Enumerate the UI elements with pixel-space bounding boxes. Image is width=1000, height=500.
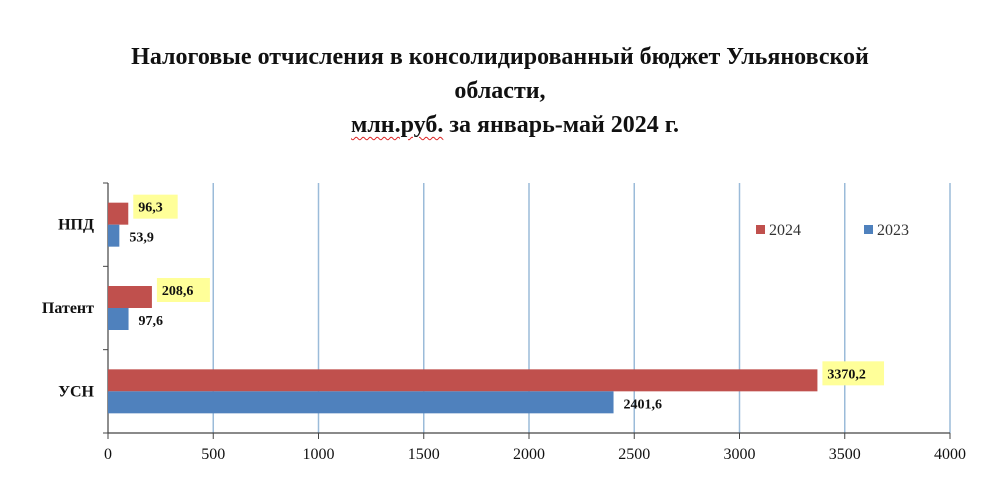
- data-label-2023: 53,9: [129, 231, 154, 246]
- x-tick-label: 1000: [303, 446, 335, 463]
- axes: 0 500 1000 1500 2000 2500 3000 3500 4000 НПД Патен…: [42, 182, 966, 463]
- bar-2024-2: [108, 369, 818, 392]
- bar-2023-1: [108, 308, 129, 330]
- bar-2024-1: [108, 286, 152, 308]
- legend: 2024 2023: [756, 222, 909, 239]
- bars: [108, 202, 818, 414]
- legend-label-2024: 2024: [769, 222, 801, 239]
- x-tick-label: 4000: [934, 446, 966, 463]
- legend-swatch-2024: [756, 225, 765, 234]
- x-tick-label: 2500: [618, 446, 650, 463]
- data-label-2024: 96,3: [138, 201, 163, 216]
- x-tick-label: 3500: [829, 446, 861, 463]
- data-label-2024: 208,6: [162, 284, 194, 299]
- x-tick-label: 1500: [408, 446, 440, 463]
- category-label: НПД: [58, 217, 94, 234]
- data-label-highlight: [822, 361, 885, 386]
- title-unit: млн.руб.: [350, 112, 444, 138]
- title-line-3: млн.руб. за январь-май 2024 г.: [0, 108, 1000, 142]
- x-tick-label: 0: [104, 446, 112, 463]
- title-period: за январь-май 2024 г.: [443, 112, 679, 138]
- data-label-2024: 3370,2: [827, 367, 866, 382]
- data-label-highlight: [133, 194, 178, 219]
- title-line-2: области,: [454, 78, 546, 104]
- x-tick-label: 3000: [724, 446, 756, 463]
- data-label-2023: 97,6: [139, 314, 164, 329]
- x-tick-label: 500: [201, 446, 225, 463]
- x-tick-label: 2000: [513, 446, 545, 463]
- chart-title: Налоговые отчисления в консолидированный…: [0, 40, 1000, 142]
- category-label: Патент: [42, 300, 94, 317]
- title-line-1: Налоговые отчисления в консолидированный…: [131, 44, 869, 70]
- legend-swatch-2023: [864, 225, 873, 234]
- data-label-2023: 2401,6: [624, 397, 663, 412]
- category-label: УСН: [58, 383, 94, 400]
- bar-2024-0: [108, 202, 129, 225]
- bar-2023-0: [108, 224, 120, 247]
- bar-2023-2: [108, 391, 614, 414]
- data-label-highlight: [156, 278, 210, 302]
- legend-label-2023: 2023: [877, 222, 909, 239]
- data-labels: 96,3 53,9 208,6 97,6 3370,2 2401,6: [129, 194, 885, 412]
